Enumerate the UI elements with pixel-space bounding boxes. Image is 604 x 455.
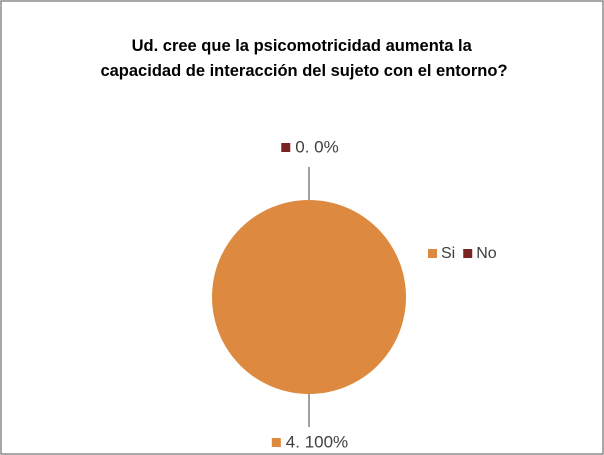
title-line: Ud. cree que la psicomotricidad aumenta …: [132, 37, 473, 55]
pie-slice: [212, 200, 406, 394]
data-label: 4. 100%: [286, 432, 348, 451]
legend-label: Si: [441, 245, 455, 262]
data-label: 0. 0%: [295, 137, 338, 156]
chart-title: Ud. cree que la psicomotricidad aumenta …: [100, 37, 507, 80]
legend-swatch: [428, 249, 437, 258]
label-swatch: [271, 438, 281, 447]
label-swatch: [281, 143, 291, 152]
title-line: capacidad de interacción del sujeto con …: [100, 62, 507, 80]
legend-label: No: [476, 245, 497, 262]
legend-swatch: [463, 249, 473, 258]
